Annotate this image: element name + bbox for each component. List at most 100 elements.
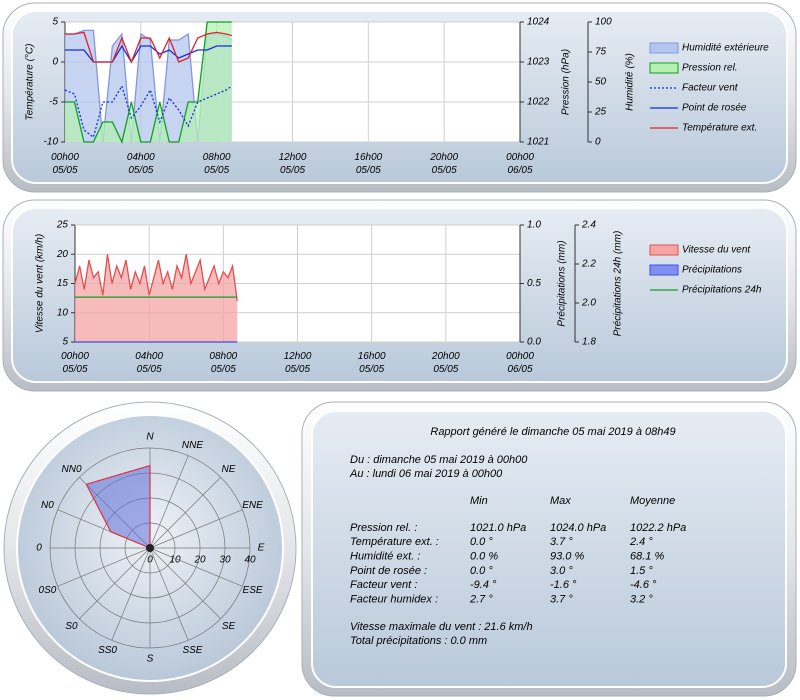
spoke xyxy=(57,547,151,587)
legend-swatch xyxy=(649,42,679,54)
y3-tick-label: 2.0 xyxy=(581,298,596,309)
y2-axis-title: Pression (hPa) xyxy=(561,49,572,115)
report-cell: 1021.0 hPa xyxy=(470,522,526,534)
report-cell: 93.0 % xyxy=(550,551,584,563)
legend-label: Humidité extérieure xyxy=(682,43,769,54)
x-tick-label: 16h00 05/05 xyxy=(354,152,382,176)
report-cell: 0.0 ° xyxy=(470,565,493,577)
direction-label: S0 xyxy=(65,621,78,632)
center-dot xyxy=(146,544,154,552)
report-row-label: Température ext. : xyxy=(350,536,439,548)
report-cell: -4.6 ° xyxy=(630,579,657,591)
x-tick-label: 12h00 05/05 xyxy=(284,351,312,375)
y2-tick-label: 0.0 xyxy=(527,337,541,348)
wind-polygon xyxy=(85,464,151,549)
x-tick-label: 04h00 05/05 xyxy=(127,152,155,176)
report-cell: 3.0 ° xyxy=(550,565,573,577)
report-cell: -9.4 ° xyxy=(470,579,497,591)
y-tick-label: 5 xyxy=(62,337,68,348)
y2-tick-label: 1022 xyxy=(527,97,550,108)
series-line xyxy=(65,31,233,64)
x-tick-label: 08h00 05/05 xyxy=(203,152,231,176)
legend-label: Pression rel. xyxy=(682,63,738,74)
legend-label: Précipitations xyxy=(682,265,742,276)
spoke xyxy=(79,547,151,619)
direction-label: 0S0 xyxy=(39,585,57,596)
direction-label: N xyxy=(146,432,154,443)
report-column-header: Min xyxy=(470,495,488,507)
report-cell: 2.4 ° xyxy=(629,536,653,548)
spoke xyxy=(149,477,221,549)
y2-tick-label: 1.0 xyxy=(527,220,541,231)
y3-axis-title: Précipitations 24h (mm) xyxy=(613,231,624,337)
report-column-header: Max xyxy=(550,495,571,507)
report-row-label: Facteur humidex : xyxy=(350,593,438,605)
direction-label: NNE xyxy=(182,440,203,451)
legend-swatch xyxy=(649,264,679,276)
spoke xyxy=(149,547,221,619)
legend-swatch xyxy=(649,62,679,74)
legend-label: Température ext. xyxy=(682,123,757,134)
y3-tick-label: 2.4 xyxy=(581,220,596,231)
report-cell: 0.0 % xyxy=(470,551,498,563)
y-tick-label: 10 xyxy=(57,307,69,318)
report-to: Au : lundi 06 mai 2019 à 00h00 xyxy=(349,468,503,480)
y3-tick-label: 75 xyxy=(595,47,607,58)
r-tick-label: 10 xyxy=(169,555,181,566)
report-row-label: Facteur vent : xyxy=(350,579,417,591)
y3-tick-label: 0 xyxy=(595,137,601,148)
report-cell: 1022.2 hPa xyxy=(630,522,686,534)
report-cell: -1.6 ° xyxy=(550,579,577,591)
panel xyxy=(311,410,787,688)
spoke xyxy=(149,509,243,549)
y-tick-label: -10 xyxy=(44,137,59,148)
direction-label: SSE xyxy=(182,645,202,656)
y-tick-label: 20 xyxy=(56,249,69,260)
direction-label: ESE xyxy=(243,585,263,596)
area-fill xyxy=(75,254,238,342)
y-axis-title: Vitesse du vent (km/h) xyxy=(35,234,46,333)
y-tick-label: 5 xyxy=(52,17,58,28)
direction-label: S xyxy=(147,654,154,665)
report-from: Du : dimanche 05 mai 2019 à 00h00 xyxy=(350,454,528,466)
spoke xyxy=(149,455,189,549)
report-cell: 3.2 ° xyxy=(630,593,653,605)
spoke xyxy=(149,547,189,641)
x-tick-label: 00h00 05/05 xyxy=(51,152,79,176)
report-row-label: Humidité ext. : xyxy=(350,551,420,563)
report-note: Total précipitations : 0.0 mm xyxy=(350,635,487,647)
report-row-label: Pression rel. : xyxy=(350,522,417,534)
direction-label: SE xyxy=(222,621,236,632)
report-cell: 3.7 ° xyxy=(550,536,573,548)
y3-tick-label: 25 xyxy=(594,107,607,118)
report-cell: 2.7 ° xyxy=(469,593,493,605)
legend-label: Facteur vent xyxy=(682,83,739,94)
y3-tick-label: 1.8 xyxy=(582,337,596,348)
x-tick-label: 00h00 05/05 xyxy=(61,351,89,375)
series-line xyxy=(65,21,232,144)
legend-swatch xyxy=(649,244,679,256)
report-row-label: Point de rosée : xyxy=(350,565,427,577)
report-cell: 68.1 % xyxy=(630,551,664,563)
x-tick-label: 20h00 05/05 xyxy=(429,152,458,176)
area-fill xyxy=(65,22,232,142)
x-tick-label: 00h00 06/05 xyxy=(506,351,534,375)
spoke xyxy=(111,547,151,641)
r-tick-label: 40 xyxy=(244,555,256,566)
x-tick-label: 20h00 05/05 xyxy=(431,351,460,375)
report-note: Vitesse maximale du vent : 21.6 km/h xyxy=(350,621,533,633)
direction-label: NE xyxy=(222,464,236,475)
report-column-header: Moyenne xyxy=(630,495,675,507)
x-tick-label: 12h00 05/05 xyxy=(279,152,307,176)
report-cell: 0.0 ° xyxy=(470,536,493,548)
y2-tick-label: 0.5 xyxy=(527,278,541,289)
direction-label: SS0 xyxy=(98,645,117,656)
y-tick-label: 15 xyxy=(57,278,69,289)
direction-label: ENE xyxy=(242,500,263,511)
report-cell: 3.7 ° xyxy=(550,593,573,605)
x-tick-label: 08h00 05/05 xyxy=(209,351,237,375)
y-tick-label: 0 xyxy=(52,57,58,68)
y3-tick-label: 2.2 xyxy=(581,259,596,270)
report-title: Rapport généré le dimanche 05 mai 2019 à… xyxy=(430,426,675,438)
y2-axis-title: Précipitations (mm) xyxy=(557,240,568,326)
